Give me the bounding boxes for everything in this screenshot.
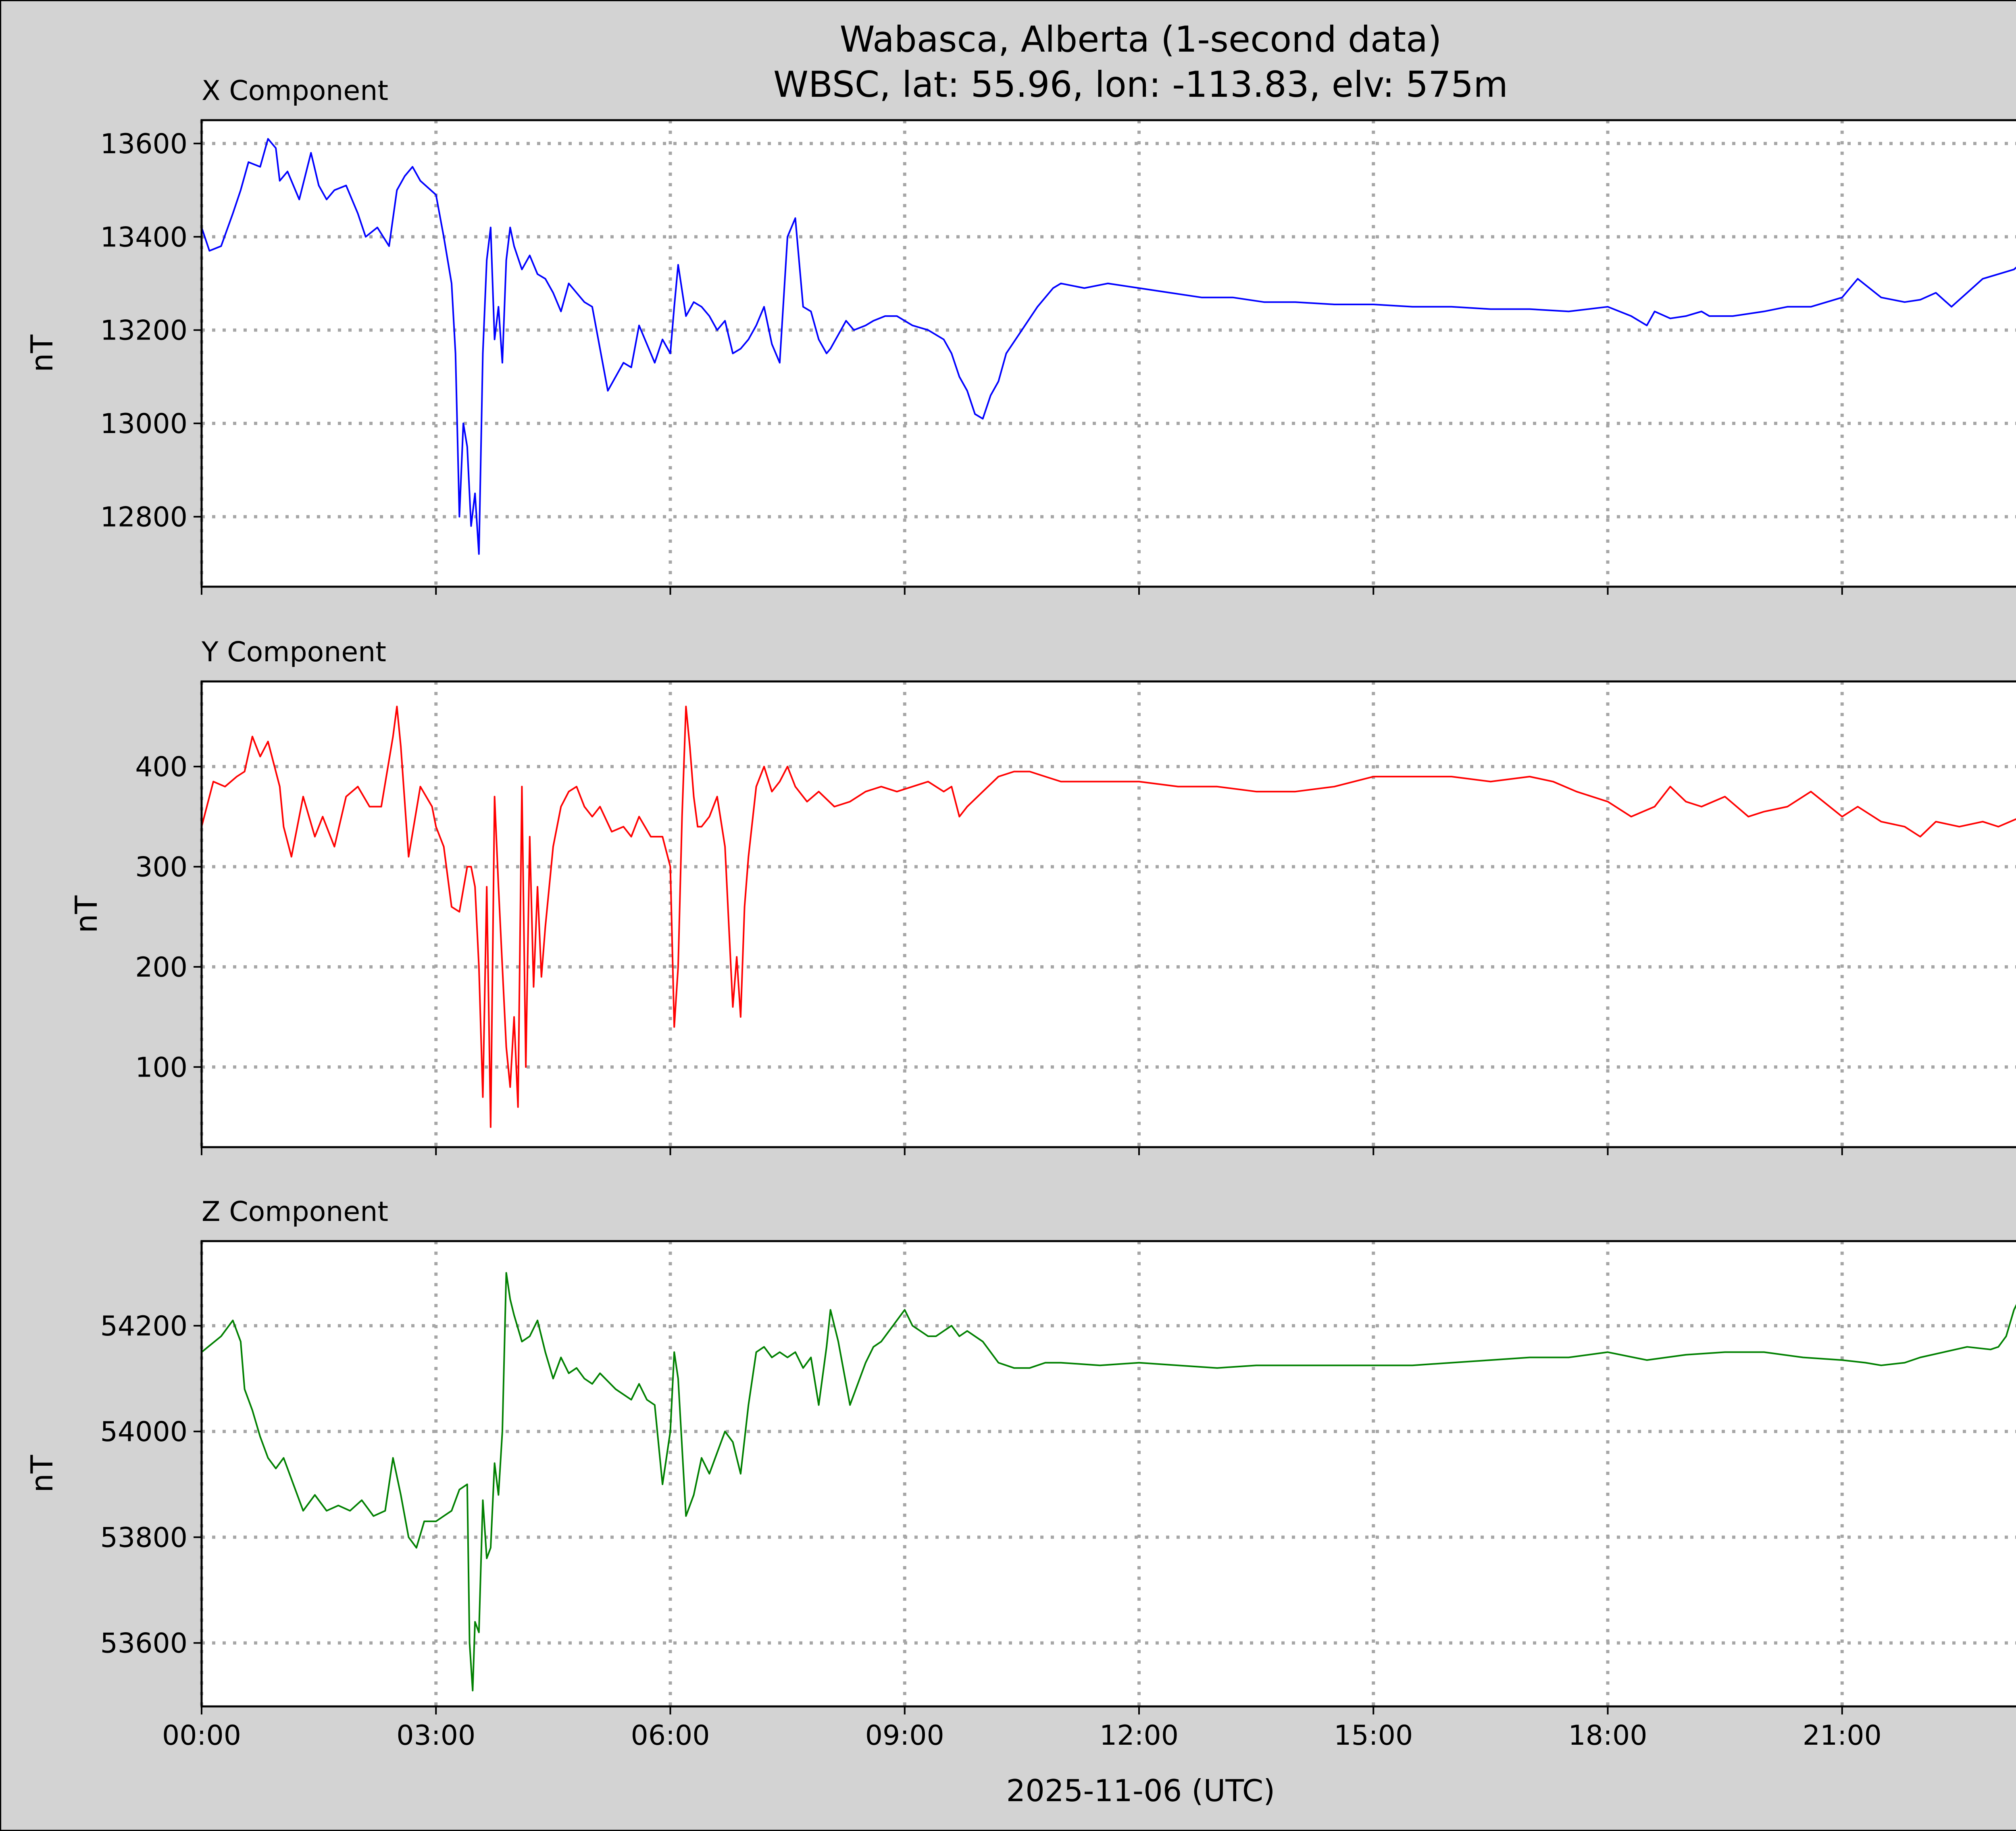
y-axis-label-x: nT [24, 334, 60, 373]
chart-title: Wabasca, Alberta (1-second data) [840, 19, 1442, 60]
y-axis-label-z: nT [24, 1454, 60, 1493]
x-tick-label: 12:00 [1100, 1720, 1179, 1752]
x-tick-label: 06:00 [631, 1720, 710, 1752]
y-tick-label: 53800 [100, 1522, 187, 1554]
y-tick-label: 100 [135, 1052, 187, 1083]
x-tick-label: 03:00 [396, 1720, 475, 1752]
y-tick-label: 54000 [100, 1416, 187, 1448]
y-axis-label-y: nT [69, 895, 104, 933]
x-tick-label: 18:00 [1568, 1720, 1647, 1752]
y-tick-label: 12800 [100, 501, 187, 533]
y-tick-label: 13400 [100, 221, 187, 253]
series-line-x [201, 138, 2016, 555]
plot-area-y [202, 681, 2016, 1147]
plot-frame-z [200, 1240, 2016, 1708]
y-tick-label: 200 [135, 952, 187, 983]
chart-subtitle: WBSC, lat: 55.96, lon: -113.83, elv: 575… [773, 64, 1508, 105]
y-tick-label: 400 [135, 751, 187, 783]
panel-label-y: Y Component [201, 636, 386, 668]
y-tick-label: 13200 [100, 315, 187, 347]
panel-z: 00:00 03:00 06:00 09:00 12:00 15:00 18:00 21:00… [24, 1196, 2016, 1752]
plot-frame-y [200, 680, 2016, 1148]
x-axis-label: 2025-11-06 (UTC) [1006, 1773, 1275, 1808]
x-tick-label: 15:00 [1334, 1720, 1413, 1752]
plot-frame-x [200, 119, 2016, 588]
plot-area-z [202, 1241, 2016, 1706]
y-tick-label: 54200 [100, 1310, 187, 1342]
series-line-z [201, 1272, 2016, 1691]
panel-y: 100 200 300 400 Y Component nT [69, 636, 2016, 1155]
x-tick-label: 09:00 [865, 1720, 944, 1752]
y-tick-label: 53600 [100, 1628, 187, 1660]
panel-label-x: X Component [202, 75, 388, 107]
series-line-y [201, 706, 2016, 1128]
panel-label-z: Z Component [202, 1196, 388, 1228]
y-tick-label: 300 [135, 852, 187, 883]
y-tick-label: 13000 [100, 408, 187, 440]
plot-area-x [202, 120, 2016, 587]
x-tick-label: 00:00 [162, 1720, 241, 1752]
x-tick-label: 21:00 [1803, 1720, 1882, 1752]
y-tick-label: 13600 [100, 128, 187, 160]
panel-x: 12800 13000 13200 13400 13600 X Component nT [24, 75, 2016, 595]
